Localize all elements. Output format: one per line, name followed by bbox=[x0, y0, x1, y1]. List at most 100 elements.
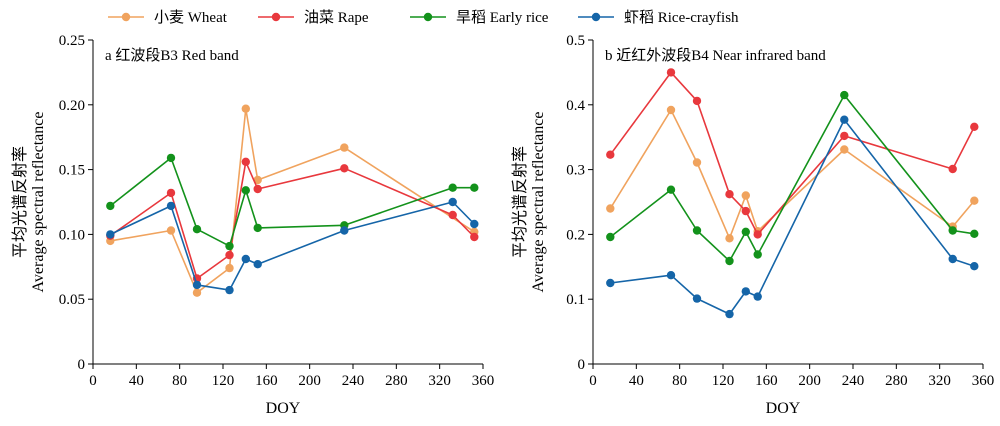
legend-marker bbox=[591, 12, 601, 22]
data-point bbox=[692, 294, 702, 303]
y-tick-label: 0.3 bbox=[566, 163, 585, 179]
data-point bbox=[725, 309, 734, 319]
series-line bbox=[609, 109, 975, 240]
data-point bbox=[840, 115, 849, 124]
x-tick-label: 320 bbox=[928, 373, 951, 389]
data-point bbox=[340, 164, 349, 173]
panel-b-near-infrared-band: 0 40 80 120 160 200 240 280 320 360 0 0.1 0.2 0.3 0.4 0… bbox=[511, 33, 994, 417]
data-point bbox=[253, 223, 262, 233]
data-point bbox=[470, 232, 479, 242]
data-point bbox=[606, 232, 615, 242]
data-point bbox=[753, 230, 762, 239]
data-point bbox=[340, 143, 349, 152]
x-tick-label: 360 bbox=[472, 373, 495, 389]
legend-marker bbox=[271, 12, 281, 22]
data-point bbox=[192, 225, 202, 234]
legend-label: 小麦 Wheat bbox=[154, 9, 228, 26]
series-line bbox=[109, 157, 475, 247]
data-point bbox=[666, 271, 676, 280]
data-point bbox=[725, 234, 734, 243]
data-point bbox=[241, 254, 250, 264]
y-axis-title-en: Average spectral reflectance bbox=[30, 112, 47, 293]
legend-marker bbox=[423, 12, 433, 22]
x-tick-label: 160 bbox=[755, 373, 778, 389]
y-tick-label: 0 bbox=[578, 357, 586, 373]
x-tick-label: 0 bbox=[589, 373, 597, 389]
data-point bbox=[470, 183, 479, 192]
data-point bbox=[970, 262, 979, 271]
data-point bbox=[192, 288, 202, 297]
data-point bbox=[753, 292, 762, 301]
y-axis-title-cn: 平均光谱反射率 bbox=[511, 146, 529, 258]
data-point bbox=[692, 158, 702, 167]
data-point bbox=[970, 122, 979, 131]
data-point bbox=[840, 145, 849, 154]
x-axis-title: DOY bbox=[266, 400, 301, 417]
x-tick-label: 240 bbox=[342, 373, 365, 389]
x-tick-label: 200 bbox=[798, 373, 821, 389]
data-point bbox=[666, 105, 676, 115]
data-point bbox=[692, 226, 702, 235]
series-wheat bbox=[106, 104, 479, 297]
legend-label: 油菜 Rape bbox=[304, 9, 369, 26]
panel-label: a 红波段B3 Red band bbox=[105, 47, 239, 64]
x-tick-label: 80 bbox=[672, 373, 687, 389]
x-tick-label: 280 bbox=[385, 373, 408, 389]
data-point bbox=[948, 226, 957, 235]
x-tick-label: 160 bbox=[255, 373, 278, 389]
data-point bbox=[840, 131, 849, 141]
series-line bbox=[610, 118, 975, 315]
legend-item-rape: 油菜 Rape bbox=[258, 9, 369, 26]
series-rape bbox=[106, 157, 479, 283]
data-point bbox=[840, 90, 849, 100]
data-point bbox=[225, 250, 234, 260]
series-wheat bbox=[606, 105, 979, 243]
y-tick-label: 0.1 bbox=[566, 292, 585, 308]
legend-item-rice-crayfish: 虾稻 Rice-crayfish bbox=[578, 9, 739, 26]
data-point bbox=[606, 278, 615, 288]
data-point bbox=[166, 226, 176, 235]
legend-label: 虾稻 Rice-crayfish bbox=[624, 9, 739, 26]
data-point bbox=[225, 285, 234, 295]
x-axis-title: DOY bbox=[766, 400, 801, 417]
data-point bbox=[741, 287, 750, 296]
x-tick-label: 280 bbox=[885, 373, 908, 389]
data-point bbox=[340, 226, 349, 235]
y-tick-label: 0.5 bbox=[566, 33, 585, 49]
series-early-rice bbox=[106, 153, 479, 251]
data-point bbox=[166, 153, 176, 163]
x-tick-label: 40 bbox=[129, 373, 144, 389]
data-point bbox=[470, 219, 479, 229]
data-point bbox=[106, 201, 115, 211]
data-point bbox=[241, 104, 250, 113]
data-point bbox=[948, 164, 957, 174]
data-point bbox=[448, 197, 457, 207]
data-point bbox=[225, 263, 234, 273]
y-axis-title-en: Average spectral reflectance bbox=[530, 112, 547, 293]
data-point bbox=[448, 210, 457, 220]
series-rape bbox=[606, 68, 979, 239]
series-line bbox=[110, 107, 475, 294]
panel-a-red-band: 0 40 80 120 160 200 240 280 320 360 0 0.05 0.10 0.15 0… bbox=[11, 33, 494, 417]
data-point bbox=[666, 185, 676, 194]
series-rice-crayfish bbox=[106, 197, 479, 295]
x-tick-label: 40 bbox=[629, 373, 644, 389]
panel-label: b 近红外波段B4 Near infrared band bbox=[605, 47, 826, 64]
y-tick-label: 0.2 bbox=[566, 227, 585, 243]
data-point bbox=[225, 241, 234, 251]
data-point bbox=[741, 206, 750, 216]
x-tick-label: 360 bbox=[972, 373, 995, 389]
data-point bbox=[948, 254, 957, 264]
data-point bbox=[741, 227, 750, 236]
x-tick-label: 240 bbox=[842, 373, 865, 389]
data-point bbox=[448, 183, 457, 192]
data-point bbox=[725, 256, 734, 266]
series-line bbox=[109, 161, 475, 280]
data-point bbox=[725, 190, 734, 199]
data-point bbox=[106, 230, 115, 239]
series-line bbox=[109, 201, 475, 291]
data-point bbox=[692, 96, 702, 106]
data-point bbox=[166, 188, 176, 198]
data-point bbox=[606, 150, 615, 159]
